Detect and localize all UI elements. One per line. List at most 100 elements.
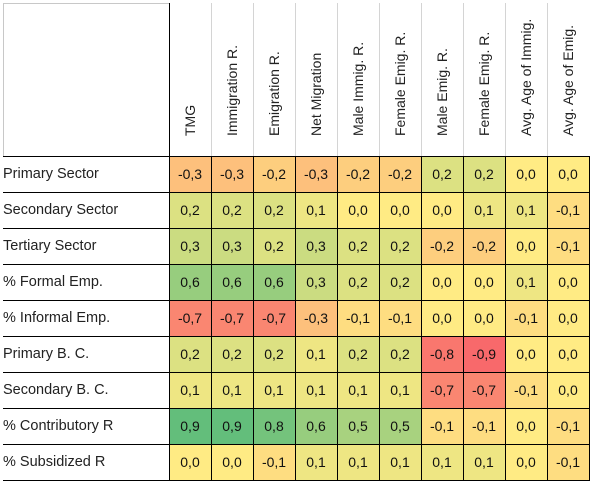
column-header: Female Emig. R. (462, 3, 505, 157)
heatmap-cell: -0,2 (462, 227, 506, 265)
table-row: Tertiary Sector 0,3 0,3 0,2 0,3 0,2 0,2 -0,2 -0,… (3, 227, 590, 265)
heatmap-cell: -0,1 (504, 371, 548, 409)
heatmap-cell: 0,8 (252, 407, 296, 445)
heatmap-cell: 0,0 (546, 371, 590, 409)
heatmap-cell: -0,3 (210, 155, 254, 193)
row-label: Secondary B. C. (3, 372, 170, 409)
heatmap-cell: -0,1 (252, 443, 296, 481)
heatmap-cell: 0,2 (462, 155, 506, 193)
heatmap-cell: -0,1 (546, 407, 590, 445)
column-header: TMG (168, 3, 211, 157)
heatmap-cell: -0,7 (168, 299, 212, 337)
heatmap-cell: -0,1 (546, 227, 590, 265)
heatmap-cell: 0,2 (210, 335, 254, 373)
column-header-label: Male Immig. R. (350, 41, 366, 136)
heatmap-cell: 0,0 (336, 191, 380, 229)
heatmap-cell: -0,1 (378, 299, 422, 337)
heatmap-cell: 0,0 (462, 263, 506, 301)
heatmap-cell: -0,3 (294, 155, 338, 193)
heatmap-cell: 0,0 (504, 155, 548, 193)
table-row: % Contributory R 0,9 0,9 0,8 0,6 0,5 0,5 -0,1 -0… (3, 407, 590, 445)
heatmap-cell: 0,1 (462, 443, 506, 481)
heatmap-cell: 0,2 (336, 227, 380, 265)
table-row: % Informal Emp. -0,7 -0,7 -0,7 -0,3 -0,1 -0,1 0… (3, 299, 590, 337)
heatmap-cell: 0,5 (378, 407, 422, 445)
heatmap-cell: -0,1 (336, 299, 380, 337)
heatmap-cell: 0,5 (336, 407, 380, 445)
heatmap-cell: 0,1 (504, 263, 548, 301)
heatmap-cell: 0,0 (420, 263, 464, 301)
heatmap-cell: 0,0 (546, 263, 590, 301)
heatmap-body: Primary Sector -0,3 -0,3 -0,2 -0,3 -0,2 -0,2 0,… (3, 155, 590, 481)
table-row: Primary Sector -0,3 -0,3 -0,2 -0,3 -0,2 -0,2 0,… (3, 155, 590, 193)
row-label: % Subsidized R (3, 444, 170, 481)
column-header-label: Female Emig. R. (392, 31, 408, 136)
column-header: Immigration R. (210, 3, 253, 157)
row-label: % Informal Emp. (3, 300, 170, 337)
row-label: % Formal Emp. (3, 264, 170, 301)
heatmap-cell: 0,1 (336, 443, 380, 481)
column-header-label: TMG (182, 104, 198, 136)
heatmap-cell: -0,2 (336, 155, 380, 193)
row-label: Primary B. C. (3, 336, 170, 373)
heatmap-cell: 0,0 (546, 155, 590, 193)
heatmap-cell: 0,0 (168, 443, 212, 481)
correlation-heatmap: TMG Immigration R. Emigration R. Net Migrat… (3, 3, 590, 481)
row-label: Tertiary Sector (3, 228, 170, 265)
heatmap-cell: 0,1 (168, 371, 212, 409)
heatmap-cell: 0,3 (168, 227, 212, 265)
heatmap-cell: 0,0 (504, 335, 548, 373)
column-header: Net Migration (294, 3, 337, 157)
heatmap-cell: 0,0 (210, 443, 254, 481)
heatmap-cell: 0,2 (168, 191, 212, 229)
heatmap-cell: 0,6 (252, 263, 296, 301)
column-header-row: TMG Immigration R. Emigration R. Net Migrat… (3, 3, 589, 157)
heatmap-cell: -0,1 (546, 191, 590, 229)
column-header: Emigration R. (252, 3, 295, 157)
heatmap-cell: 0,1 (210, 371, 254, 409)
heatmap-cell: 0,2 (378, 263, 422, 301)
heatmap-cell: -0,2 (420, 227, 464, 265)
column-header: Male Emig. R. (420, 3, 463, 157)
heatmap-cell: 0,2 (420, 155, 464, 193)
column-header-label: Emigration R. (266, 50, 282, 136)
heatmap-cell: 0,0 (462, 299, 506, 337)
heatmap-cell: 0,9 (168, 407, 212, 445)
heatmap-cell: -0,2 (378, 155, 422, 193)
heatmap-cell: -0,1 (504, 299, 548, 337)
heatmap-cell: 0,1 (294, 371, 338, 409)
heatmap-cell: 0,1 (462, 191, 506, 229)
heatmap-cell: 0,0 (504, 407, 548, 445)
heatmap-cell: 0,1 (252, 371, 296, 409)
heatmap-cell: 0,9 (210, 407, 254, 445)
row-label: Secondary Sector (3, 192, 170, 229)
heatmap-cell: 0,1 (294, 335, 338, 373)
heatmap-cell: 0,2 (168, 335, 212, 373)
heatmap-cell: 0,1 (294, 443, 338, 481)
heatmap-cell: 0,6 (168, 263, 212, 301)
heatmap-cell: -0,7 (210, 299, 254, 337)
heatmap-cell: 0,2 (252, 335, 296, 373)
heatmap-cell: -0,1 (462, 407, 506, 445)
heatmap-cell: -0,1 (546, 443, 590, 481)
heatmap-cell: 0,0 (420, 299, 464, 337)
heatmap-cell: 0,0 (504, 227, 548, 265)
column-header-label: Immigration R. (224, 44, 240, 136)
heatmap-cell: 0,0 (420, 191, 464, 229)
heatmap-cell: -0,2 (252, 155, 296, 193)
table-row: % Subsidized R 0,0 0,0 -0,1 0,1 0,1 0,1 0,1 0,1 0… (3, 443, 590, 481)
heatmap-cell: 0,0 (546, 335, 590, 373)
heatmap-cell: 0,2 (252, 227, 296, 265)
heatmap-cell: -0,8 (420, 335, 464, 373)
heatmap-cell: 0,2 (378, 335, 422, 373)
column-header: Female Emig. R. (378, 3, 421, 157)
heatmap-cell: -0,7 (462, 371, 506, 409)
heatmap-cell: 0,2 (336, 335, 380, 373)
heatmap-cell: -0,9 (462, 335, 506, 373)
table-row: Primary B. C. 0,2 0,2 0,2 0,1 0,2 0,2 -0,8 -0,9 0… (3, 335, 590, 373)
heatmap-cell: 0,2 (210, 191, 254, 229)
heatmap-cell: -0,3 (168, 155, 212, 193)
column-header: Male Immig. R. (336, 3, 379, 157)
heatmap-cell: 0,2 (378, 227, 422, 265)
heatmap-cell: 0,1 (504, 191, 548, 229)
